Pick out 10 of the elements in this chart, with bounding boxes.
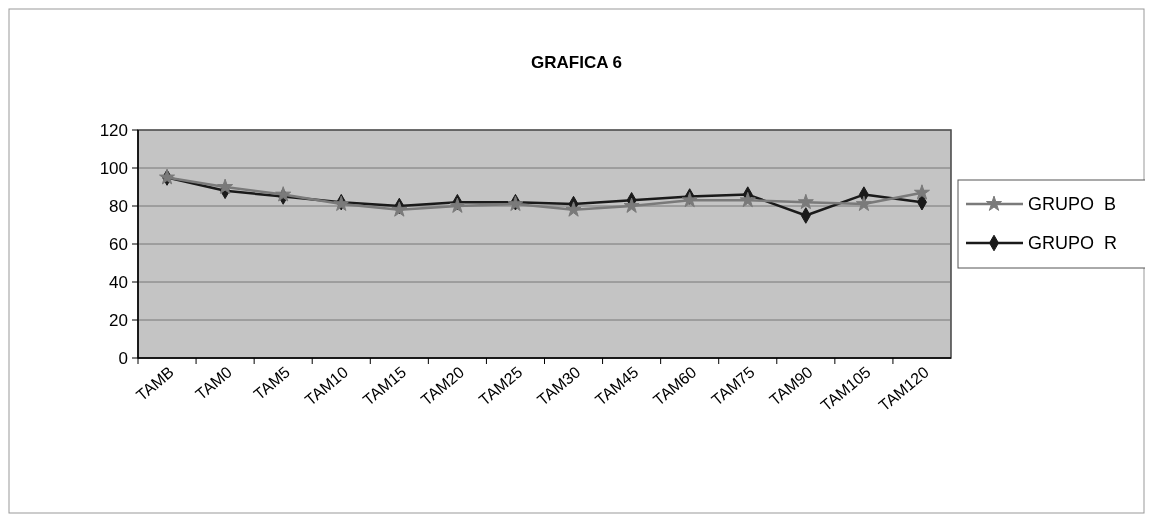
y-tick-label: 120 — [99, 120, 128, 140]
y-tick-label: 20 — [109, 310, 128, 330]
y-tick-label: 0 — [118, 348, 128, 368]
y-tick-label: 40 — [109, 272, 128, 292]
legend-label: GRUPO B — [1028, 194, 1117, 215]
y-tick-label: 100 — [99, 158, 128, 178]
chart-title: GRAFICA 6 — [531, 53, 622, 72]
y-tick-label: 60 — [109, 234, 128, 254]
legend-label: GRUPO R — [1028, 233, 1118, 254]
y-tick-label: 80 — [109, 196, 128, 216]
